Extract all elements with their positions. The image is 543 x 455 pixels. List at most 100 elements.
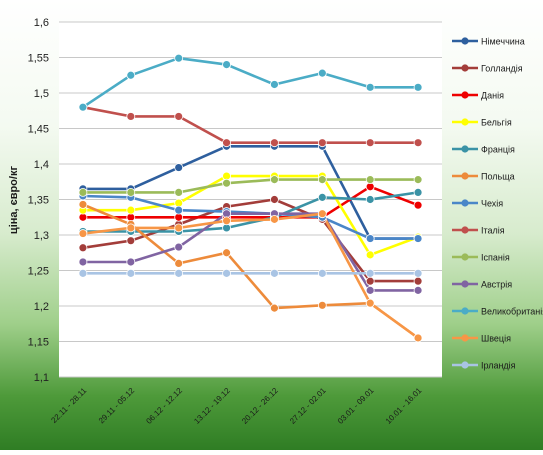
y-tick-label: 1,35 [28,195,49,207]
data-point [365,298,375,308]
legend-item: Франція [452,145,515,155]
data-point [365,268,375,278]
legend-item: Німеччина [452,37,525,47]
data-point [126,236,136,246]
legend-marker [461,37,469,45]
data-point [317,300,327,310]
data-point [174,242,184,252]
data-point [413,138,423,148]
legend-item: Бельгія [452,118,512,128]
y-tick-label: 1,5 [34,88,49,100]
data-point [174,163,184,172]
legend-marker [461,199,469,207]
data-point [413,187,423,197]
x-tick-label: 29.11 - 05.12 [97,386,137,426]
y-tick-label: 1,2 [34,301,49,313]
data-point [365,175,375,185]
y-tick-label: 1,3 [34,230,49,242]
series-line [82,105,419,144]
data-point [174,53,184,63]
data-point [317,268,327,278]
y-tick-label: 1,15 [28,337,49,349]
data-point [78,229,88,238]
data-point [222,216,231,226]
data-point [413,268,423,278]
data-point [222,248,231,258]
legend-label: Ірландія [481,361,516,371]
x-tick-label: 13.12 - 19.12 [192,386,232,426]
series-line [82,203,419,340]
legend-marker [461,91,469,99]
legend-label: Польща [481,172,515,182]
data-point [222,138,231,148]
data-point [78,243,88,253]
y-tick-label: 1,1 [34,372,49,384]
x-tick-label: 03.01 - 09.01 [336,386,376,426]
data-point [222,178,231,188]
data-point [413,234,423,243]
y-axis-label: ціна, євро/кг [8,166,20,235]
data-point [126,187,136,197]
legend-item: Польща [452,172,515,182]
y-tick-label: 1,45 [28,124,49,136]
data-point [126,257,136,267]
legend-item: Данія [452,91,504,101]
legend-label: Австрія [481,280,512,290]
legend-marker [461,145,469,153]
y-tick-label: 1,6 [34,17,49,29]
data-point [270,303,279,313]
data-point [413,200,423,210]
legend-label: Чехія [481,199,503,209]
series-line [82,212,419,292]
y-tick-label: 1,55 [28,53,49,65]
data-point [78,187,88,197]
data-point [174,223,184,233]
data-point [317,68,327,78]
data-point [78,200,88,209]
data-point [413,285,423,295]
data-point [126,223,136,233]
data-point [126,70,136,80]
data-point [126,205,136,215]
y-tick-label: 1,4 [34,159,49,171]
data-point [126,112,136,121]
legend-item: Швеція [452,334,511,344]
data-point [317,138,327,148]
y-tick-label: 1,25 [28,266,49,278]
x-tick-label: 20.12 - 26.12 [240,386,280,426]
legend-item: Великобританія [452,307,543,317]
data-point [174,258,184,268]
legend-marker [461,280,469,288]
data-point [413,82,423,92]
legend-label: Іспанія [481,253,510,263]
legend-label: Великобританія [481,307,543,317]
data-point [365,285,375,295]
data-point [126,268,136,278]
legend-marker [461,307,469,315]
legend-item: Італія [452,226,505,236]
legend-marker [461,64,469,72]
legend-marker [461,361,469,369]
legend-marker [461,226,469,234]
x-axis-ticks: 22.11 - 28.11 29.11 - 05.12 06.12 - 12.12 1… [49,386,423,426]
data-point [174,268,184,278]
legend-item: Австрія [452,280,512,290]
legend-label: Швеція [481,334,511,344]
legend-item: Ірландія [452,361,516,371]
data-point [365,234,375,243]
series-line [82,185,419,219]
x-tick-label: 22.11 - 28.11 [49,386,88,425]
series-line [82,198,419,283]
data-point [365,138,375,148]
legend-label: Голландія [481,64,523,74]
data-point [174,112,184,121]
data-point [365,250,375,260]
legend-marker [461,172,469,180]
data-point [413,333,423,343]
series-points [78,53,423,343]
series-lines [82,56,419,340]
data-point [317,192,327,202]
legend-label: Франція [481,145,515,155]
gridlines [59,21,442,378]
